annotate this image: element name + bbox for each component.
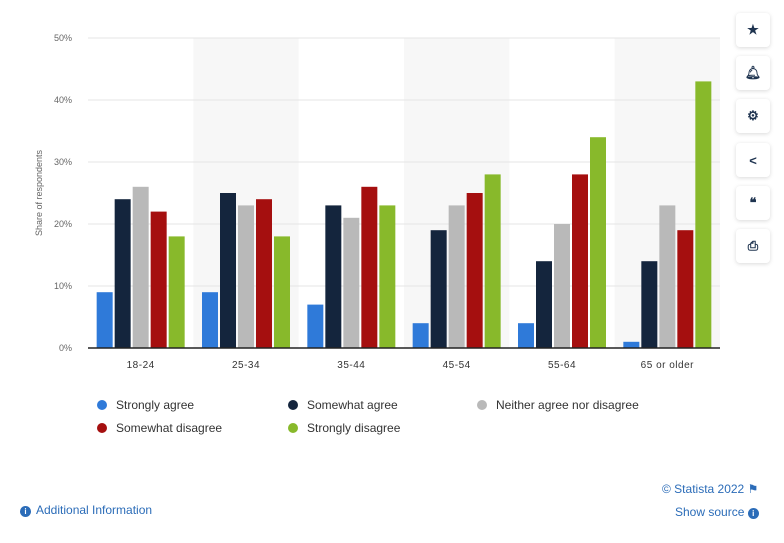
- x-tick-label: 18-24: [127, 360, 155, 371]
- copyright[interactable]: © Statista 2022 ⚑: [662, 482, 759, 496]
- bar-neither-agree-nor-disagree: [659, 205, 676, 348]
- bell-icon: 🔔︎: [744, 65, 762, 80]
- bar-strongly-agree: [202, 292, 218, 348]
- bar-strongly-disagree: [379, 205, 396, 348]
- legend-marker: [477, 400, 487, 410]
- bar-neither-agree-nor-disagree: [554, 224, 570, 348]
- legend-item[interactable]: Strongly disagree: [288, 421, 400, 435]
- y-axis-label: Share of respondents: [34, 149, 44, 236]
- bar-neither-agree-nor-disagree: [132, 186, 149, 348]
- favorite-button[interactable]: ★: [736, 13, 770, 47]
- bar-strongly-agree: [307, 304, 324, 348]
- y-tick-label: 50%: [54, 33, 72, 43]
- star-icon: ★: [747, 22, 759, 37]
- legend-item[interactable]: Strongly agree: [97, 398, 194, 412]
- bar-somewhat-disagree: [466, 193, 483, 348]
- info-icon: i: [20, 506, 31, 517]
- bar-somewhat-disagree: [361, 186, 378, 348]
- legend-label: Strongly agree: [116, 398, 195, 412]
- bar-somewhat-disagree: [150, 211, 167, 348]
- y-tick-label: 10%: [54, 281, 72, 291]
- cite-button[interactable]: ❝: [736, 186, 770, 220]
- share-icon: <: [749, 152, 757, 168]
- legend-marker: [97, 423, 107, 433]
- y-tick-label: 20%: [54, 219, 72, 229]
- y-tick-label: 40%: [54, 95, 72, 105]
- bar-somewhat-agree: [114, 199, 131, 348]
- bar-neither-agree-nor-disagree: [343, 217, 360, 348]
- bar-somewhat-agree: [220, 193, 236, 348]
- legend-marker: [97, 400, 107, 410]
- bar-somewhat-agree: [641, 261, 658, 348]
- bar-strongly-agree: [518, 323, 534, 348]
- legend-label: Somewhat agree: [307, 398, 398, 412]
- x-tick-label: 25-34: [232, 360, 260, 371]
- legend-marker: [288, 423, 298, 433]
- share-button[interactable]: <: [736, 143, 770, 177]
- bar-strongly-disagree: [274, 236, 290, 348]
- bar-somewhat-disagree: [256, 199, 272, 348]
- print-icon: ⎙: [747, 238, 759, 253]
- x-tick-label: 35-44: [337, 360, 365, 371]
- bar-strongly-agree: [412, 323, 429, 348]
- legend-item[interactable]: Somewhat disagree: [97, 421, 222, 435]
- info-icon: i: [747, 508, 759, 519]
- y-tick-label: 30%: [54, 157, 72, 167]
- bar-strongly-disagree: [695, 81, 712, 349]
- legend-label: Somewhat disagree: [116, 421, 223, 435]
- bar-neither-agree-nor-disagree: [448, 205, 465, 348]
- gear-icon: ⚙: [747, 108, 759, 123]
- bar-neither-agree-nor-disagree: [238, 205, 254, 348]
- settings-button[interactable]: ⚙: [736, 99, 770, 133]
- x-tick-label: 65 or older: [641, 360, 694, 371]
- legend-label: Strongly disagree: [307, 421, 401, 435]
- bar-strongly-disagree: [484, 174, 501, 348]
- y-tick-label: 0%: [59, 343, 72, 353]
- legend-marker: [288, 400, 298, 410]
- bar-somewhat-agree: [325, 205, 342, 348]
- notification-button[interactable]: 🔔︎: [736, 56, 770, 90]
- x-tick-label: 55-64: [548, 360, 576, 371]
- legend-label: Neither agree nor disagree: [496, 398, 639, 412]
- bar-strongly-disagree: [168, 236, 185, 348]
- quote-icon: ❝: [749, 195, 757, 210]
- bar-strongly-disagree: [590, 137, 606, 348]
- show-source-link[interactable]: Show source i: [675, 505, 764, 519]
- x-tick-label: 45-54: [443, 360, 471, 371]
- bar-somewhat-agree: [430, 230, 447, 348]
- bar-somewhat-disagree: [572, 174, 588, 348]
- flag-icon: ⚑: [747, 482, 759, 496]
- bar-strongly-agree: [623, 341, 640, 348]
- legend-item[interactable]: Somewhat agree: [288, 398, 398, 412]
- bar-strongly-agree: [96, 292, 113, 348]
- print-button[interactable]: ⎙: [736, 229, 770, 263]
- bar-somewhat-agree: [536, 261, 552, 348]
- bar-somewhat-disagree: [677, 230, 694, 348]
- legend-item[interactable]: Neither agree nor disagree: [477, 398, 639, 412]
- additional-information-link[interactable]: i Additional Information: [20, 503, 152, 517]
